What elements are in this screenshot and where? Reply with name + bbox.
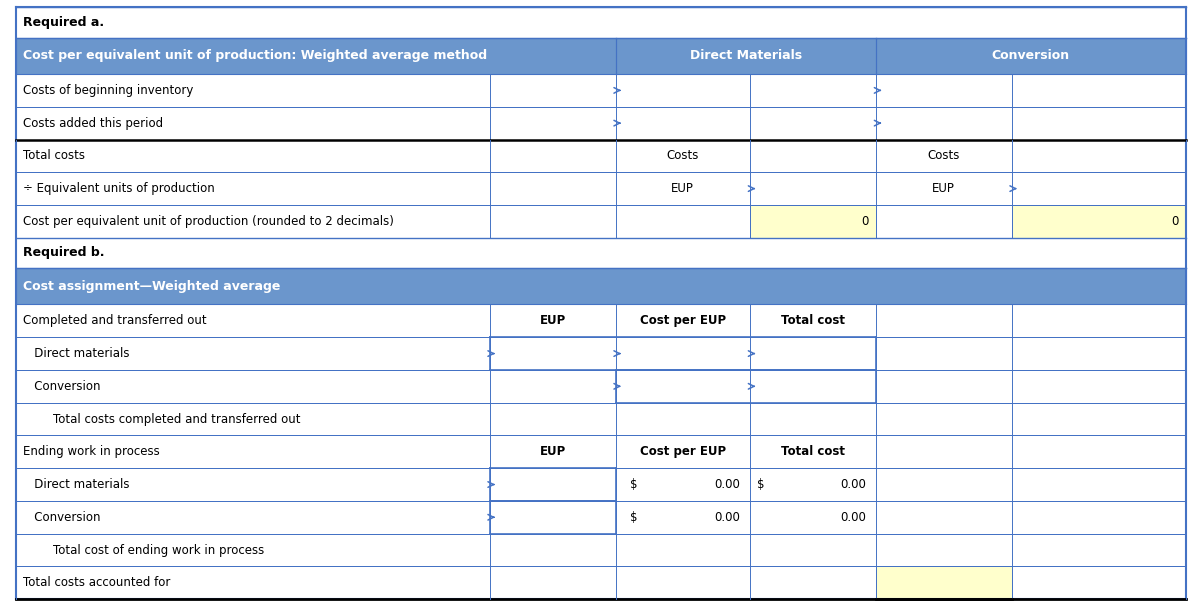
Text: 0.00: 0.00 <box>840 478 866 491</box>
Text: Total cost: Total cost <box>781 314 845 327</box>
Text: Costs: Costs <box>667 149 698 162</box>
Bar <box>1012 205 1186 238</box>
Text: Cost assignment—Weighted average: Cost assignment—Weighted average <box>23 280 280 293</box>
Bar <box>16 268 1186 305</box>
Text: Total cost: Total cost <box>781 446 845 458</box>
Text: EUP: EUP <box>932 182 955 195</box>
Bar <box>16 566 1186 599</box>
Text: 0: 0 <box>862 215 869 228</box>
Text: Direct materials: Direct materials <box>23 347 130 360</box>
Text: EUP: EUP <box>540 314 565 327</box>
Bar <box>876 38 1186 74</box>
Bar <box>16 534 1186 566</box>
Text: Costs added this period: Costs added this period <box>23 117 163 130</box>
Text: EUP: EUP <box>540 446 565 458</box>
Bar <box>616 38 876 74</box>
Text: Conversion: Conversion <box>23 380 101 393</box>
Bar <box>876 566 1012 599</box>
Bar <box>750 205 876 238</box>
Text: $: $ <box>757 478 764 491</box>
Text: $: $ <box>630 478 637 491</box>
Text: Total cost of ending work in process: Total cost of ending work in process <box>23 543 264 557</box>
Text: Cost per equivalent unit of production (rounded to 2 decimals): Cost per equivalent unit of production (… <box>23 215 394 228</box>
Text: 0: 0 <box>1171 215 1178 228</box>
Text: Cost per equivalent unit of production: Weighted average method: Cost per equivalent unit of production: … <box>23 49 487 63</box>
Text: 0.00: 0.00 <box>714 510 740 524</box>
Text: Total costs completed and transferred out: Total costs completed and transferred ou… <box>23 413 300 426</box>
Text: Required a.: Required a. <box>23 16 104 29</box>
Text: Completed and transferred out: Completed and transferred out <box>23 314 206 327</box>
Bar <box>16 172 1186 205</box>
Text: Total costs: Total costs <box>23 149 85 162</box>
Text: EUP: EUP <box>671 182 695 195</box>
Bar <box>16 337 1186 370</box>
Bar <box>16 74 1186 107</box>
Text: $: $ <box>630 510 637 524</box>
Bar <box>16 435 1186 468</box>
Bar <box>16 402 1186 435</box>
Bar <box>16 468 1186 501</box>
Text: Costs: Costs <box>928 149 960 162</box>
Bar <box>16 38 616 74</box>
Bar <box>16 501 1186 534</box>
Bar <box>16 205 1186 238</box>
Text: Direct Materials: Direct Materials <box>690 49 802 63</box>
Bar <box>16 107 1186 140</box>
Text: Direct materials: Direct materials <box>23 478 130 491</box>
Bar <box>16 140 1186 172</box>
Text: Ending work in process: Ending work in process <box>23 446 160 458</box>
Text: Conversion: Conversion <box>991 49 1070 63</box>
Text: Conversion: Conversion <box>23 510 101 524</box>
Text: Required b.: Required b. <box>23 246 104 259</box>
Text: Total costs accounted for: Total costs accounted for <box>23 576 170 589</box>
Bar <box>16 305 1186 337</box>
Bar <box>16 370 1186 402</box>
Text: Costs of beginning inventory: Costs of beginning inventory <box>23 84 193 97</box>
Text: 0.00: 0.00 <box>714 478 740 491</box>
Bar <box>16 238 1186 268</box>
Text: 0.00: 0.00 <box>840 510 866 524</box>
Bar <box>16 7 1186 38</box>
Text: ÷ Equivalent units of production: ÷ Equivalent units of production <box>23 182 215 195</box>
Text: Cost per EUP: Cost per EUP <box>640 314 726 327</box>
Text: Cost per EUP: Cost per EUP <box>640 446 726 458</box>
